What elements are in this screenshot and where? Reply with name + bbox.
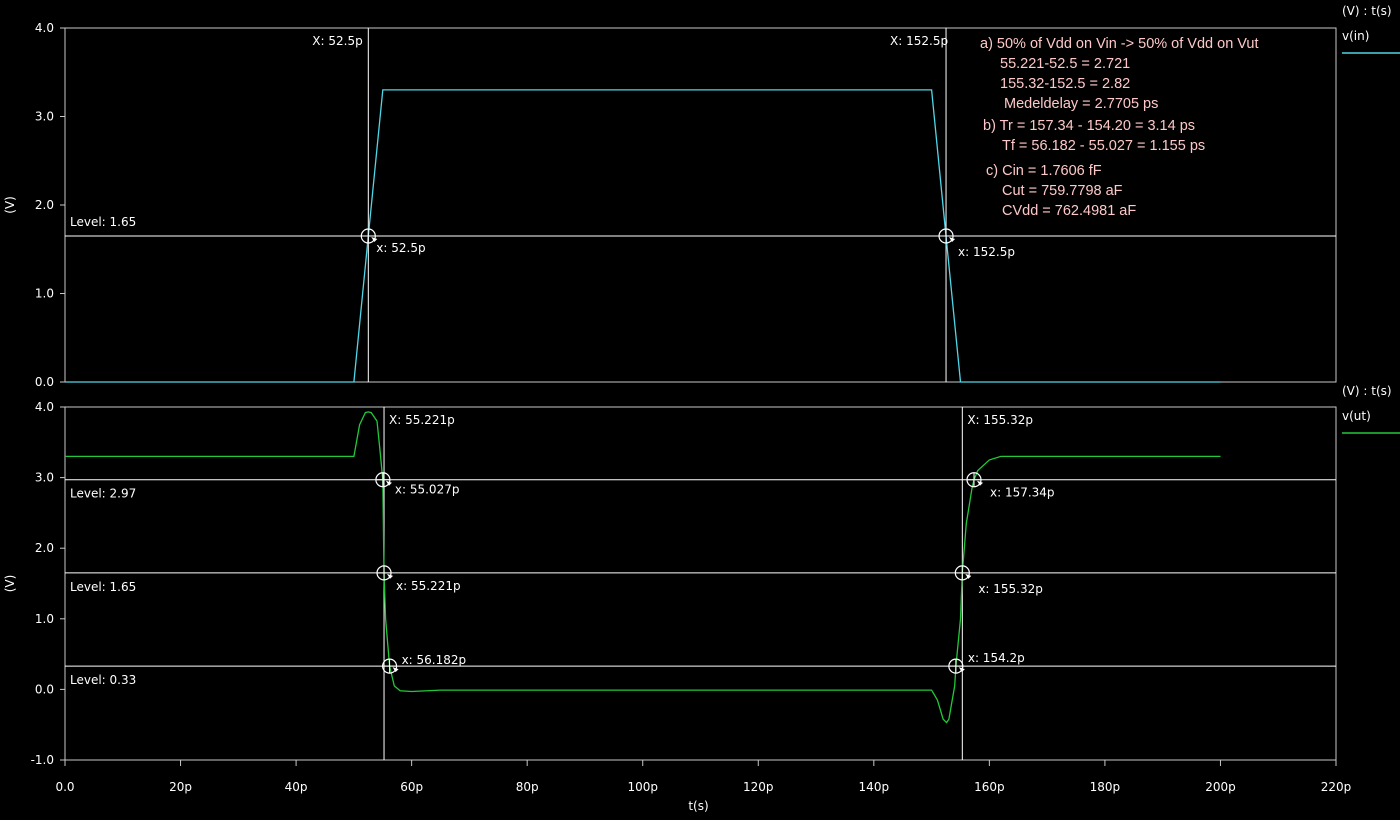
x-tick-label: 160p: [974, 780, 1005, 794]
series-line: [65, 89, 1221, 383]
marker-label: x: 52.5p: [376, 241, 425, 255]
y-tick-label: 2.0: [35, 198, 54, 212]
x-tick-label: 200p: [1205, 780, 1236, 794]
marker-label: x: 55.027p: [395, 483, 460, 497]
x-axis-label: t(s): [688, 799, 708, 813]
annotation-line: b) Tr = 157.34 - 154.20 = 3.14 ps: [983, 118, 1195, 134]
level-label: Level: 0.33: [70, 673, 136, 687]
x-tick-label: 120p: [743, 780, 774, 794]
level-label: Level: 1.65: [70, 580, 136, 594]
level-label: Level: 2.97: [70, 487, 136, 501]
marker-label: x: 55.221p: [396, 579, 461, 593]
annotation-line: 55.221-52.5 = 2.721: [1000, 56, 1130, 72]
marker-arrow: [371, 236, 378, 242]
y-tick-label: 3.0: [35, 471, 54, 485]
y-tick-label: -1.0: [31, 753, 54, 767]
x-tick-label: 20p: [169, 780, 192, 794]
x-tick-label: 0.0: [55, 780, 74, 794]
annotation-line: Tf = 56.182 - 55.027 = 1.155 ps: [1002, 138, 1205, 154]
plot-frame: [64, 27, 1337, 383]
cursor-label: X: 155.32p: [967, 413, 1033, 427]
series-line: [65, 411, 1221, 724]
x-tick-label: 80p: [516, 780, 539, 794]
marker-label: x: 154.2p: [968, 651, 1025, 665]
marker-arrow: [387, 573, 394, 579]
marker-label: x: 155.32p: [978, 582, 1043, 596]
marker-arrow: [976, 480, 983, 486]
bottom-panel: -1.00.01.02.03.04.0(V)(V) : t(s)Level: 2…: [3, 384, 1400, 813]
y-tick-label: 0.0: [35, 682, 54, 696]
y-tick-label: 4.0: [35, 21, 54, 35]
y-tick-label: 3.0: [35, 110, 54, 124]
y-tick-label: 1.0: [35, 612, 54, 626]
legend-label: v(in): [1342, 29, 1369, 43]
x-tick-label: 220p: [1321, 780, 1352, 794]
cursor-label: X: 55.221p: [389, 413, 455, 427]
cursor-label: X: 152.5p: [890, 34, 948, 48]
marker-arrow: [385, 480, 392, 486]
annotation-line: 155.32-152.5 = 2.82: [1000, 76, 1130, 92]
x-tick-label: 100p: [627, 780, 658, 794]
marker-arrow: [949, 236, 956, 242]
marker-label: x: 56.182p: [402, 653, 467, 667]
top-panel: 0.0 1.0 2.0 3.0 4.0 (V) (V) : t(s) Level: 1.65 X…: [3, 4, 1400, 389]
x-tick-label: 60p: [400, 780, 423, 794]
y-tick-label: 2.0: [35, 541, 54, 555]
y-axis-label: (V): [3, 196, 17, 214]
annotation-line: CVdd = 762.4981 aF: [1002, 203, 1136, 219]
marker-arrow: [392, 667, 399, 673]
cursor-label: X: 52.5p: [312, 34, 362, 48]
legend-label: v(ut): [1342, 409, 1371, 423]
unit-label: (V) : t(s): [1342, 4, 1392, 18]
annotation-line: Cut = 759.7798 aF: [1002, 183, 1123, 199]
marker-arrow: [958, 667, 965, 673]
annotation-line: Medeldelay = 2.7705 ps: [1004, 96, 1158, 112]
unit-label: (V) : t(s): [1342, 384, 1392, 398]
marker-label: x: 152.5p: [958, 245, 1015, 259]
y-tick-label: 1.0: [35, 287, 54, 301]
annotation-line: c) Cin = 1.7606 fF: [986, 163, 1102, 179]
x-tick-label: 140p: [859, 780, 890, 794]
x-tick-label: 40p: [285, 780, 308, 794]
level-label: Level: 1.65: [70, 215, 136, 229]
marker-arrow: [965, 573, 972, 579]
x-tick-label: 180p: [1090, 780, 1121, 794]
y-tick-label: 0.0: [35, 375, 54, 389]
y-tick-label: 4.0: [35, 400, 54, 414]
marker-label: x: 157.34p: [990, 486, 1055, 500]
y-axis-label: (V): [3, 575, 17, 593]
annotation-line: a) 50% of Vdd on Vin -> 50% of Vdd on Vu…: [980, 36, 1259, 52]
plot-frame: [64, 406, 1337, 761]
